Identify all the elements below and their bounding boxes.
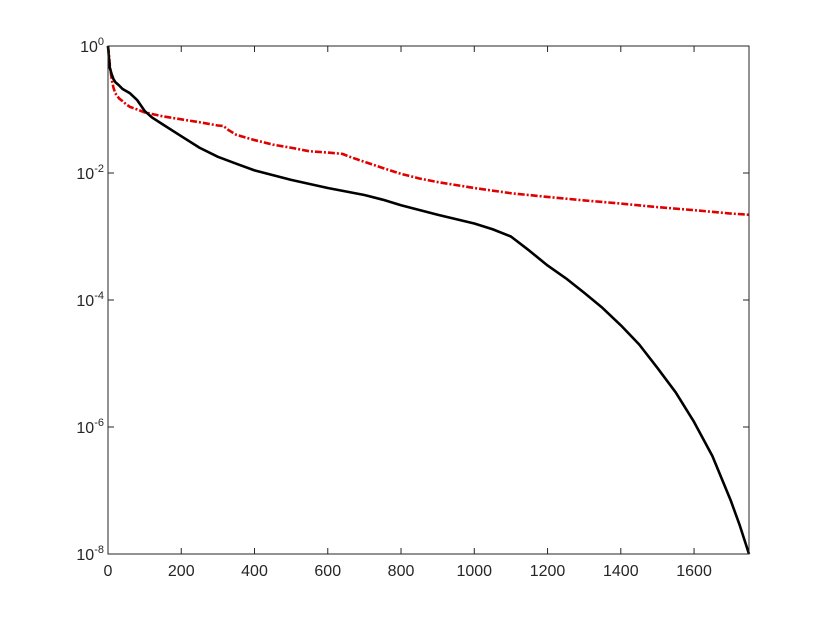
y-tick-label: 100 bbox=[80, 36, 104, 56]
y-tick-label: 10-6 bbox=[76, 417, 104, 437]
x-axis: 0 200 400 600 800 1000 1200 1400 1600 bbox=[104, 46, 712, 580]
x-tick-label: 400 bbox=[241, 563, 268, 580]
y-tick-label: 10-2 bbox=[76, 163, 104, 183]
x-tick-label: 0 bbox=[104, 563, 113, 580]
x-tick-label: 1200 bbox=[530, 563, 566, 580]
y-axis: 10-8 10-6 10-4 10-2 100 bbox=[76, 36, 749, 564]
y-tick-label: 10-8 bbox=[76, 544, 104, 564]
x-tick-label: 200 bbox=[168, 563, 195, 580]
x-tick-label: 1400 bbox=[603, 563, 639, 580]
x-tick-label: 1600 bbox=[676, 563, 712, 580]
y-tick-label: 10-4 bbox=[76, 290, 104, 310]
series-layer bbox=[106, 45, 751, 555]
series-line-2 bbox=[106, 45, 751, 555]
x-tick-label: 600 bbox=[314, 563, 341, 580]
x-tick-label: 1000 bbox=[456, 563, 492, 580]
series-line-1 bbox=[106, 45, 750, 217]
x-tick-label: 800 bbox=[388, 563, 415, 580]
